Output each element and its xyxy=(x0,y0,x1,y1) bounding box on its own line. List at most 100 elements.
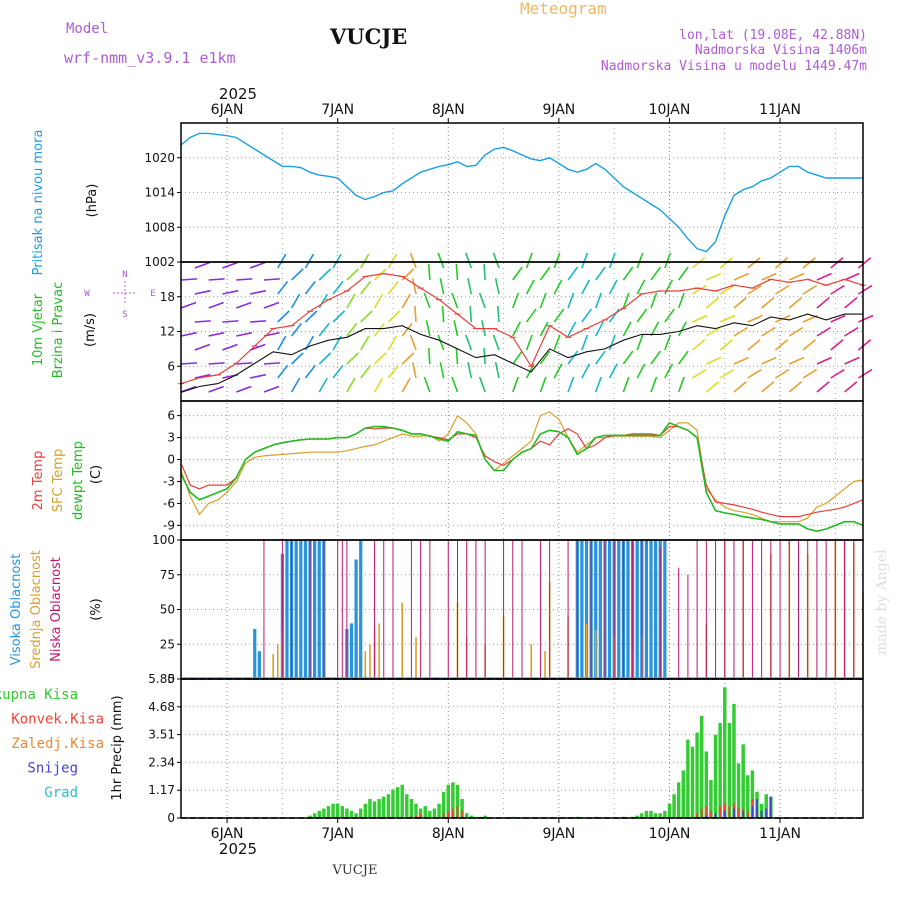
wind-arrow xyxy=(360,253,370,269)
precip-bar xyxy=(409,798,414,818)
precip-bar xyxy=(769,796,772,818)
precip-bar xyxy=(705,815,708,818)
wind-arrow xyxy=(539,376,547,393)
high-cloud-bar xyxy=(663,540,667,679)
high-cloud-bar xyxy=(299,540,303,679)
precip-bar xyxy=(695,732,699,818)
wind-arrow xyxy=(567,321,577,337)
wind-arrow xyxy=(747,339,761,351)
precip-bar xyxy=(414,803,418,818)
precip-bar xyxy=(709,779,713,818)
precip-bar xyxy=(667,803,672,818)
wind-arrow xyxy=(677,292,685,309)
compass-east: E xyxy=(150,289,155,299)
precip-bar xyxy=(331,803,335,818)
day-label-bottom: 10JAN xyxy=(649,826,691,842)
wind-arrow xyxy=(539,350,551,365)
wind-arrow xyxy=(553,252,561,269)
precip-bar xyxy=(326,806,331,818)
labels-layer: 6JAN 6JAN 7JAN 7JAN 8JAN 8JAN 9JAN 9JAN 10JAN 10J… xyxy=(0,102,801,842)
wind-arrow xyxy=(733,356,749,365)
wind-arrow xyxy=(222,289,239,295)
y-tick-label: 12 xyxy=(160,325,175,339)
wind-arrow xyxy=(277,280,289,295)
wind-arrow xyxy=(208,331,225,337)
wind-arrow xyxy=(830,339,844,351)
high-cloud-bar xyxy=(580,540,584,679)
wind-arrow xyxy=(409,334,417,351)
wind-arrow xyxy=(719,339,733,351)
low-cloud-bar xyxy=(844,540,846,679)
wind-arrow xyxy=(277,310,290,323)
precip-bar xyxy=(455,784,460,818)
precip-legend-label: Grad xyxy=(44,785,78,801)
wind-arrow xyxy=(830,284,845,295)
wind-arrow xyxy=(194,320,211,323)
wind-arrow xyxy=(622,266,634,281)
wind-arrow xyxy=(360,335,370,351)
low-cloud-bar xyxy=(323,540,325,679)
precip-bar xyxy=(340,806,345,818)
y-tick-label: 100 xyxy=(152,533,175,547)
precip-bar xyxy=(441,791,446,818)
low-cloud-bar xyxy=(613,540,615,679)
high-cloud-bar xyxy=(349,623,354,679)
wind-arrow xyxy=(664,334,672,351)
precip-bar xyxy=(733,808,735,818)
y-tick-label: 75 xyxy=(160,568,175,582)
wind-arrow xyxy=(816,356,832,365)
wind-arrow xyxy=(747,284,762,295)
wind-arrow xyxy=(467,362,473,379)
low-cloud-bar xyxy=(374,540,376,679)
precip-bar xyxy=(644,810,649,818)
wind-arrow xyxy=(277,335,287,351)
y-tick-label: 0 xyxy=(167,811,175,825)
wind-arrow xyxy=(467,278,473,295)
precip-bar xyxy=(746,775,750,818)
precip-bar xyxy=(410,815,413,818)
pressure-line xyxy=(180,132,863,253)
high-cloud-bar xyxy=(649,540,653,679)
wind-arrow xyxy=(858,314,874,323)
precip-bar xyxy=(714,813,717,818)
y-tick-label: 2.34 xyxy=(148,755,175,769)
low-cloud-bar xyxy=(567,540,569,679)
precip-bar xyxy=(469,815,474,818)
wind-arrow xyxy=(439,278,445,295)
wind-arrow xyxy=(857,339,872,351)
low-cloud-bar xyxy=(512,540,514,679)
y-tick-label: -9 xyxy=(163,518,175,532)
mid-cloud-bar xyxy=(530,644,533,679)
precip-bar xyxy=(405,794,409,818)
compass-north: N xyxy=(122,270,127,280)
wind-arrow xyxy=(719,284,735,295)
wind-arrow xyxy=(453,320,459,337)
wind-arrow xyxy=(494,362,500,379)
wind-arrow xyxy=(263,362,280,365)
day-label-top: 9JAN xyxy=(542,102,575,118)
precip-bar xyxy=(432,808,437,818)
wind-arrow xyxy=(332,310,346,323)
wind-arrow xyxy=(208,385,224,393)
low-cloud-bar xyxy=(341,540,343,679)
wind-arrow xyxy=(387,335,398,351)
mid-cloud-bar xyxy=(378,623,380,679)
compass-south: S xyxy=(122,310,127,320)
cloud-unit-label: (%) xyxy=(89,598,104,621)
precip-legend-label: Snijeg xyxy=(27,761,78,777)
wind-arrow xyxy=(208,278,225,281)
wind-arrow xyxy=(761,381,775,393)
wind-arrow xyxy=(360,280,372,295)
wind-arrow xyxy=(250,320,267,323)
lonlat-text: lon,lat (19.08E, 42.88N) xyxy=(679,28,867,43)
precip-bar xyxy=(751,806,754,818)
wind-arrow xyxy=(622,321,632,337)
low-cloud-bar xyxy=(834,540,836,679)
wind-arrow xyxy=(208,301,224,309)
high-cloud-bar xyxy=(294,540,298,679)
wind-arrow xyxy=(677,376,685,393)
precip-bar xyxy=(653,813,658,818)
precip-bar xyxy=(764,794,768,818)
precip-bar xyxy=(658,813,662,818)
